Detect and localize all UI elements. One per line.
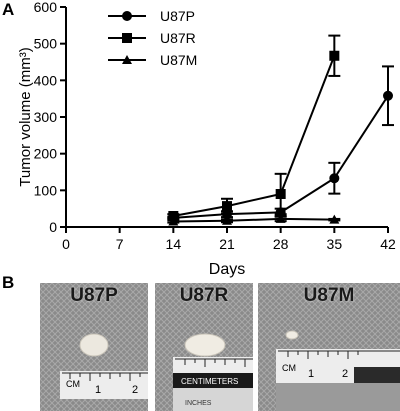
tumor-photo-u87r-image: CENTIMETERS INCHES	[155, 283, 253, 411]
photo-title-u87r: U87R	[179, 285, 229, 306]
panel-b-label: B	[2, 273, 15, 292]
data-point-u87r-28	[275, 189, 286, 199]
data-point-u87p-42	[383, 90, 393, 101]
panel-a-label: A	[2, 0, 15, 19]
ruler-inches-label: INCHES	[185, 400, 212, 407]
legend-marker-u87p	[122, 11, 132, 21]
ruler-cm-label-3: CM	[282, 363, 296, 373]
data-point-u87m-21	[222, 215, 232, 225]
y-tick-label-200: 200	[34, 146, 58, 162]
series-line-u87m	[173, 217, 335, 223]
ruler-centimeters-label: CENTIMETERS	[181, 377, 238, 386]
ruler-mark-3a: 1	[308, 368, 314, 380]
x-tick-label-42: 42	[380, 236, 396, 252]
tumor-photo-u87r: CENTIMETERS INCHES U87R	[155, 283, 253, 411]
y-tick-label-300: 300	[34, 109, 58, 125]
y-tick-label-500: 500	[34, 36, 58, 52]
legend-marker-u87m	[122, 55, 132, 64]
legend-label-u87r: U87R	[160, 30, 196, 46]
photo-title-u87m: U87M	[303, 285, 355, 306]
data-point-u87p-35	[329, 173, 340, 184]
legend-marker-u87r	[122, 33, 132, 43]
ruler-mark-3b: 2	[342, 368, 348, 380]
data-point-u87m-35	[329, 214, 340, 224]
data-point-u87m-14	[168, 216, 179, 226]
x-tick-label-21: 21	[219, 236, 235, 252]
data-point-u87r-21	[222, 201, 232, 212]
x-tick-label-28: 28	[273, 236, 289, 252]
data-point-u87m-28	[275, 213, 286, 223]
data-point-u87r-35	[329, 50, 340, 61]
data-point-u87r-14	[168, 211, 179, 221]
tumor-volume-chart: 0 100 200 300 400 500 600 0 7 14 21 28 35 42 Days Tumor…	[17, 0, 396, 278]
x-tick-label-14: 14	[166, 236, 182, 252]
tumor-photo-u87p: CM 1 2 U87P	[40, 283, 184, 411]
x-tick-label-7: 7	[116, 236, 124, 252]
tumor-photo-u87p-image: CM 1 2	[40, 283, 148, 411]
x-tick-label-35: 35	[327, 236, 343, 252]
photo-title-u87p: U87P	[70, 285, 118, 306]
ruler-cm-label-1: CM	[66, 379, 80, 389]
legend-label-u87m: U87M	[160, 52, 197, 68]
y-tick-label-600: 600	[34, 0, 58, 15]
y-tick-label-100: 100	[34, 182, 58, 198]
ruler-mark-1a: 1	[95, 384, 101, 396]
y-tick-label-400: 400	[34, 72, 58, 88]
tumor-photo-u87m-image: CM 1 2	[258, 283, 400, 411]
ruler-mark-1b: 2	[132, 384, 138, 396]
x-tick-label-0: 0	[62, 236, 70, 252]
series-line-u87r	[173, 55, 336, 217]
x-axis-title: Days	[209, 261, 245, 278]
tumor-photo-u87m: CM 1 2 U87M	[258, 283, 400, 411]
y-axis-title: Tumor volume (mm³)	[17, 47, 34, 186]
y-tick-label-0: 0	[49, 219, 57, 235]
legend-label-u87p: U87P	[160, 8, 195, 24]
